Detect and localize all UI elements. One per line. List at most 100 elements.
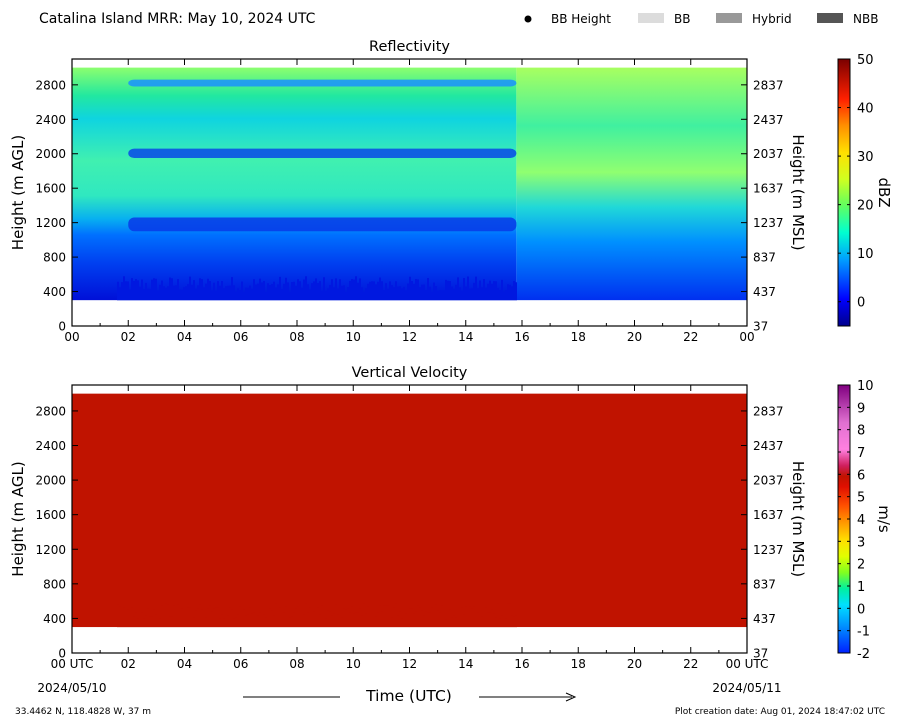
colorbar-tick-label: 20 [857,199,874,214]
x-tick-label: 10 [346,657,361,671]
colorbar-tick-label: 6 [857,468,865,483]
x-tick-label: 06 [233,657,248,671]
colorbar-tick-label: 2 [857,558,865,573]
legend-swatch-hybrid [716,13,742,23]
y-tick-label: 1200 [35,543,66,557]
x-tick-label: 00 UTC [51,657,94,671]
legend-swatch-nbb [817,13,843,23]
x-tick-label: 14 [458,330,473,344]
velocity-colorbar-ticks: -2 -1 0 1 2 3 4 5 6 7 8 9 10 [838,379,874,662]
x-tick-label: 22 [683,657,698,671]
location-text: 33.4462 N, 118.4828 W, 37 m [15,707,151,717]
reflectivity-ylabel: Height (m AGL) [9,135,27,250]
colorbar-tick-label: 10 [857,247,874,262]
x-tick-label: 00 [739,330,754,344]
colorbar-tick-label: 0 [857,296,865,311]
x-tick-label: 08 [289,330,304,344]
reflectivity-colorbar [837,58,851,327]
colorbar-tick-label: 10 [857,379,874,394]
velocity-ylabel: Height (m AGL) [9,461,27,576]
colorbar-tick-label: 40 [857,102,874,117]
velocity-y2label: Height (m MSL) [789,461,807,577]
creation-date-text: Plot creation date: Aug 01, 2024 18:47:0… [675,707,885,717]
y2-tick-label: 2037 [753,474,784,488]
y2-tick-label: 437 [753,285,776,299]
y2-tick-label: 837 [753,577,776,591]
reflectivity-colorbar-label: dBZ [875,177,893,207]
x-tick-label: 10 [346,330,361,344]
x-tick-label: 16 [514,330,529,344]
velocity-title: Vertical Velocity [352,365,468,381]
reflectivity-title: Reflectivity [369,39,450,55]
velocity-panel: Vertical Velocity 00 UTC 02 04 06 08 10 12 14 16… [9,365,893,705]
page-title: Catalina Island MRR: May 10, 2024 UTC [39,11,316,27]
y2-tick-label: 2837 [753,78,784,92]
y-tick-label: 2400 [35,113,66,127]
y-tick-label: 2800 [35,404,66,418]
legend-label-nbb: NBB [853,12,878,26]
y2-tick-label: 2037 [753,147,784,161]
colorbar-tick-label: -2 [857,647,870,662]
colorbar-tick-label: 0 [857,602,865,617]
reflectivity-band [128,148,517,159]
x-tick-label: 18 [571,657,586,671]
colorbar-tick-label: 5 [857,491,865,506]
x-tick-label: 00 UTC [726,657,769,671]
y-tick-label: 0 [58,647,66,661]
y2-tick-label: 837 [753,251,776,265]
x-tick-label: 08 [289,657,304,671]
y-tick-label: 2000 [35,147,66,161]
y2-tick-label: 1637 [753,508,784,522]
colorbar-tick-label: 7 [857,446,865,461]
x-tick-label: 14 [458,657,473,671]
x-tick-label: 12 [402,657,417,671]
x-tick-label: 12 [402,330,417,344]
velocity-colorbar-label: m/s [875,505,893,533]
x-tick-label: 20 [627,657,642,671]
x-tick-label: 04 [177,330,192,344]
y-tick-label: 2800 [35,78,66,92]
x-axis-label: Time (UTC) [365,687,452,705]
x-tick-label: 02 [121,657,136,671]
colorbar-tick-label: -1 [857,625,870,640]
y2-tick-label: 437 [753,612,776,626]
velocity-lower-edge [117,603,517,628]
y-tick-label: 800 [43,251,66,265]
x-tick-label: 02 [121,330,136,344]
x-tick-label: 06 [233,330,248,344]
y-tick-label: 800 [43,577,66,591]
y2-tick-label: 1237 [753,543,784,557]
y2-tick-label: 1637 [753,182,784,196]
reflectivity-band [128,217,517,232]
legend-swatch-bb-height [524,15,532,23]
y-tick-label: 2400 [35,439,66,453]
colorbar-tick-label: 3 [857,535,865,550]
time-arrow-head-icon [565,692,577,702]
x-start-date: 2024/05/10 [37,681,106,695]
legend-label-bb: BB [674,12,690,26]
y2-tick-label: 37 [753,320,768,334]
legend-label-bb-height: BB Height [551,12,611,26]
y-tick-label: 0 [58,320,66,334]
reflectivity-lower-edge [117,276,517,301]
y2-tick-label: 1237 [753,216,784,230]
x-tick-label: 00 [64,330,79,344]
reflectivity-panel: Reflectivity 00 02 04 06 08 10 12 14 16 18 20 22 000… [9,39,893,344]
y-tick-label: 1200 [35,216,66,230]
x-end-date: 2024/05/11 [712,681,781,695]
y-tick-label: 400 [43,612,66,626]
reflectivity-field [72,67,517,301]
y2-tick-label: 2437 [753,439,784,453]
header-legend: BB Height BB Hybrid NBB [524,12,878,26]
reflectivity-bands [128,79,517,232]
x-tick-label: 22 [683,330,698,344]
y-tick-label: 1600 [35,182,66,196]
colorbar-tick-label: 9 [857,401,865,416]
velocity-field [72,393,747,628]
reflectivity-band [128,79,517,87]
x-tick-label: 18 [571,330,586,344]
y2-tick-label: 37 [753,647,768,661]
